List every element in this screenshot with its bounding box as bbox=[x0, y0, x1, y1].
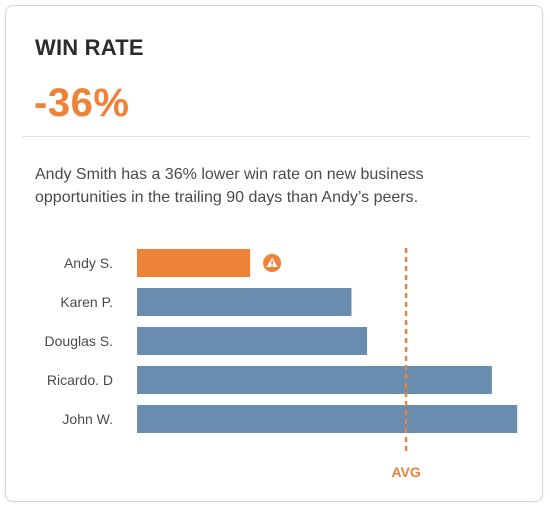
win-rate-bar-chart: Andy S. Karen P. Douglas S. Ricardo. D John … bbox=[45, 248, 518, 480]
win-rate-card: WIN RATE -36% Andy Smith has a 36% lower… bbox=[5, 5, 543, 502]
category-label: Douglas S. bbox=[45, 333, 113, 349]
bar-highlight bbox=[137, 249, 251, 277]
divider bbox=[22, 136, 530, 137]
bar bbox=[137, 288, 352, 316]
category-label: Andy S. bbox=[64, 255, 113, 271]
win-rate-description: Andy Smith has a 36% lower win rate on n… bbox=[35, 166, 424, 206]
category-label: Ricardo. D bbox=[47, 372, 113, 388]
bar bbox=[137, 405, 518, 433]
bar bbox=[137, 366, 492, 394]
avg-label: AVG bbox=[391, 464, 420, 480]
warning-icon bbox=[263, 254, 282, 272]
win-rate-value: -36% bbox=[34, 81, 130, 125]
category-label: Karen P. bbox=[60, 294, 113, 310]
category-label: John W. bbox=[62, 411, 113, 427]
card-title: WIN RATE bbox=[35, 35, 144, 60]
bar bbox=[137, 327, 368, 355]
